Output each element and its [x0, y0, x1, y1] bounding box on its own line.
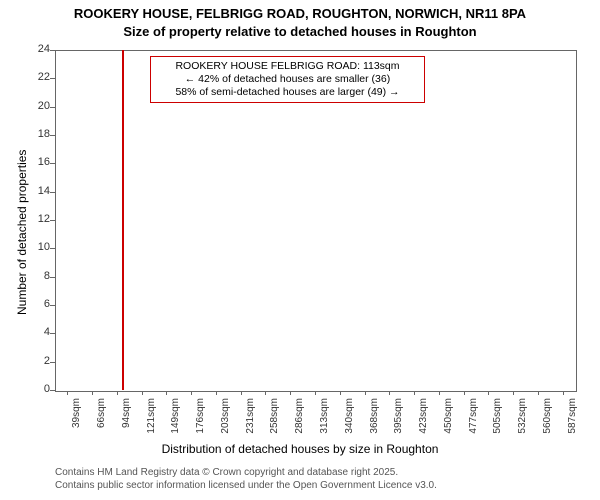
- ytick-label: 12: [20, 213, 50, 225]
- xtick-label: 450sqm: [443, 398, 454, 448]
- xtick-label: 231sqm: [245, 398, 256, 448]
- annotation-box: ROOKERY HOUSE FELBRIGG ROAD: 113sqm← 42%…: [150, 56, 425, 103]
- footer-attribution: Contains HM Land Registry data © Crown c…: [55, 466, 437, 492]
- annotation-line-3: 58% of semi-detached houses are larger (…: [157, 86, 418, 99]
- ytick-label: 24: [20, 43, 50, 55]
- ytick-label: 0: [20, 383, 50, 395]
- ytick-label: 18: [20, 128, 50, 140]
- xtick-label: 66sqm: [96, 398, 107, 448]
- title-line-2: Size of property relative to detached ho…: [0, 24, 600, 39]
- annotation-line-1: ROOKERY HOUSE FELBRIGG ROAD: 113sqm: [157, 60, 418, 73]
- xtick-label: 477sqm: [468, 398, 479, 448]
- xtick-label: 587sqm: [567, 398, 578, 448]
- y-axis-label: Number of detached properties: [15, 150, 29, 315]
- xtick-label: 560sqm: [542, 398, 553, 448]
- xtick-label: 149sqm: [170, 398, 181, 448]
- ytick-label: 6: [20, 298, 50, 310]
- xtick-label: 94sqm: [121, 398, 132, 448]
- ytick-label: 10: [20, 241, 50, 253]
- xtick-label: 286sqm: [294, 398, 305, 448]
- footer-line-1: Contains HM Land Registry data © Crown c…: [55, 466, 437, 479]
- xtick-label: 423sqm: [418, 398, 429, 448]
- xtick-label: 176sqm: [195, 398, 206, 448]
- xtick-label: 368sqm: [369, 398, 380, 448]
- footer-line-2: Contains public sector information licen…: [55, 479, 437, 492]
- xtick-label: 395sqm: [393, 398, 404, 448]
- ytick-label: 4: [20, 326, 50, 338]
- xtick-label: 505sqm: [492, 398, 503, 448]
- title-line-1: ROOKERY HOUSE, FELBRIGG ROAD, ROUGHTON, …: [0, 6, 600, 21]
- xtick-label: 340sqm: [344, 398, 355, 448]
- xtick-label: 258sqm: [269, 398, 280, 448]
- ytick-label: 16: [20, 156, 50, 168]
- ytick-label: 8: [20, 270, 50, 282]
- chart-container: ROOKERY HOUSE, FELBRIGG ROAD, ROUGHTON, …: [0, 0, 600, 500]
- xtick-label: 313sqm: [319, 398, 330, 448]
- ytick-label: 22: [20, 71, 50, 83]
- xtick-label: 121sqm: [146, 398, 157, 448]
- ytick-label: 2: [20, 355, 50, 367]
- xtick-label: 39sqm: [71, 398, 82, 448]
- reference-line: [122, 50, 124, 390]
- xtick-label: 532sqm: [517, 398, 528, 448]
- annotation-line-2: ← 42% of detached houses are smaller (36…: [157, 73, 418, 86]
- ytick-label: 20: [20, 100, 50, 112]
- ytick-label: 14: [20, 185, 50, 197]
- xtick-label: 203sqm: [220, 398, 231, 448]
